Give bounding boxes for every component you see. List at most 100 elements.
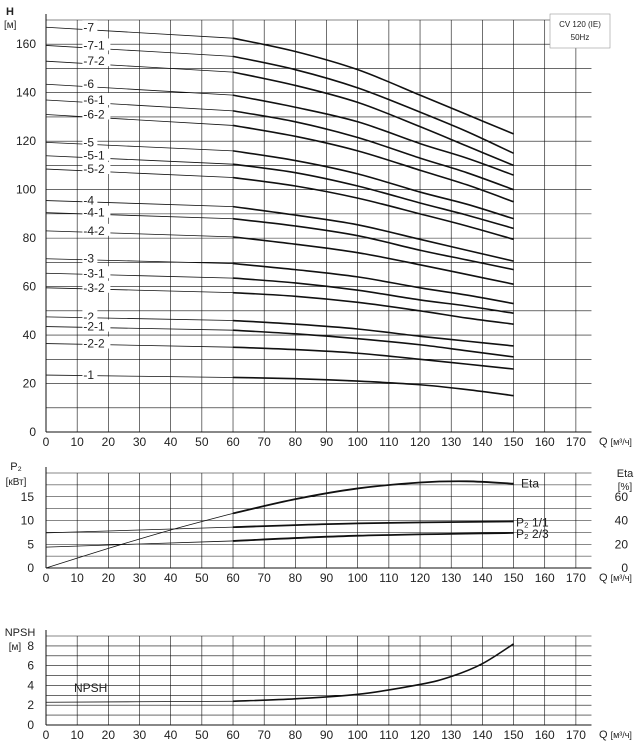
head-curve [232, 176, 514, 241]
x-tick-labels: 0 10 20 30 40 50 60 70 80 90 100 110 120 130 140 150 160… [43, 435, 587, 449]
head-curve [232, 110, 514, 191]
head-curve [232, 124, 514, 203]
curve-label-bg [82, 38, 111, 51]
npsh-panel: 0 10 20 30 40 50 60 70 80 90 100 110 120 130 140 150 160… [5, 627, 632, 742]
curve-label-bg [82, 280, 111, 293]
x-tick-label: 110 [379, 728, 398, 742]
head-curve-thin [45, 230, 234, 238]
x-tick-label: 140 [472, 571, 492, 585]
y-tick-label: 100 [16, 183, 36, 197]
curve-label-bg [82, 266, 111, 279]
head-curve [232, 277, 514, 315]
y-axis-unit: [м] [4, 20, 17, 31]
x-tick-label: 150 [504, 728, 524, 742]
head-curve-thin [45, 60, 234, 73]
curve-label-bg [82, 205, 111, 218]
power-curves: Eta P₂ 1/1P₂ 2/3 [45, 477, 549, 569]
head-curve-label: -7-2 [83, 54, 105, 68]
head-curve-thin [45, 99, 234, 112]
curve-label-bg [82, 319, 111, 332]
y-tick-label: 160 [16, 37, 36, 51]
y-tick-labels: 0 2 4 6 8 [27, 639, 34, 732]
head-curve-label: -2-1 [83, 320, 105, 334]
y-tick-label: 0 [27, 561, 34, 575]
head-curve [232, 346, 514, 370]
x-tick-label: 150 [504, 571, 524, 585]
x-tick-label: 50 [195, 571, 209, 585]
x-tick-label: 10 [70, 571, 84, 585]
power-curve-label: P₂ 2/3 [516, 527, 549, 541]
head-curve [232, 319, 514, 347]
y-tick-label: 4 [27, 678, 34, 692]
head-curve-thin [45, 287, 234, 294]
head-curve-label: -6-2 [83, 108, 105, 122]
x-tick-label: 140 [472, 728, 492, 742]
eta-curve [232, 480, 514, 515]
x-tick-label: 70 [258, 571, 272, 585]
y-axis-symbol: H [6, 6, 14, 18]
grid [45, 630, 592, 726]
head-curve [232, 236, 514, 285]
y-tick-labels: 0 5 10 15 [21, 490, 35, 575]
y-tick-label: 2 [27, 698, 34, 712]
curve-label-bg [82, 107, 111, 120]
x-tick-label: 80 [289, 728, 303, 742]
head-curve-thin [45, 83, 234, 96]
head-curve-thin [45, 212, 234, 220]
curve-label-bg [82, 162, 111, 175]
curve-label-bg [82, 251, 98, 264]
y-tick-label: 40 [23, 328, 37, 342]
power-curve [232, 531, 514, 542]
x-tick-label: 0 [43, 728, 50, 742]
x-tick-label: 20 [102, 571, 116, 585]
head-curve-label: -6 [83, 77, 94, 91]
x-tick-label: 90 [320, 435, 334, 449]
head-curve [232, 71, 514, 167]
head-curve [232, 37, 514, 135]
y-tick-labels: 0 20 40 60 80 100 120 140 160 [16, 37, 36, 439]
x-tick-label: 140 [472, 435, 492, 449]
curve-label-bg [82, 54, 111, 67]
x-tick-label: 20 [102, 435, 116, 449]
x-tick-label: 30 [133, 435, 147, 449]
head-curve [232, 262, 514, 305]
y-tick-label: 0 [621, 561, 628, 575]
x-tick-label: 60 [226, 435, 240, 449]
x-tick-label: 150 [504, 435, 524, 449]
y-tick-label: 0 [29, 425, 36, 439]
x-tick-label: 40 [164, 571, 178, 585]
head-curve-thin [45, 45, 234, 57]
head-curve [232, 163, 514, 230]
x-axis-label: Q [м³/ч] [599, 729, 632, 741]
y-tick-label: 140 [16, 86, 36, 100]
x-tick-label: 40 [164, 728, 178, 742]
y-axis-symbol: P₂ [10, 461, 22, 473]
y-tick-label: 40 [615, 514, 629, 528]
x-tick-label: 60 [226, 571, 240, 585]
x-axis-label: Q [м³/ч] [599, 436, 632, 448]
y2-axis-unit: [%] [618, 482, 633, 493]
x-tick-label: 30 [133, 728, 147, 742]
x-tick-label: 170 [566, 728, 586, 742]
head-curve-label: -3-2 [83, 281, 105, 295]
x-tick-label: 70 [258, 728, 272, 742]
curve-label-bg [82, 223, 111, 236]
head-curve-label: -7 [83, 20, 94, 34]
x-tick-label: 160 [535, 571, 555, 585]
x-tick-label: 120 [410, 728, 430, 742]
power-panel: 0 10 20 30 40 50 60 70 80 90 100 110 120 130 140 150 160… [6, 461, 635, 585]
curve-label-bg [82, 368, 98, 381]
head-curve-label: -2 [83, 310, 94, 324]
head-curve-thin [45, 374, 234, 378]
curve-label-bg [82, 148, 111, 161]
x-tick-label: 160 [535, 728, 555, 742]
eta-curve-thin [45, 512, 234, 569]
y-tick-label: 5 [27, 537, 34, 551]
x-tick-labels: 0 10 20 30 40 50 60 70 80 90 100 110 120 130 140 150 160… [43, 571, 587, 585]
grid [45, 467, 592, 569]
frequency-label: 50Hz [571, 33, 590, 42]
power-curve-thin [45, 540, 234, 548]
npsh-curve-label: NPSH [74, 681, 107, 695]
x-tick-label: 170 [566, 571, 586, 585]
x-tick-label: 60 [226, 728, 240, 742]
